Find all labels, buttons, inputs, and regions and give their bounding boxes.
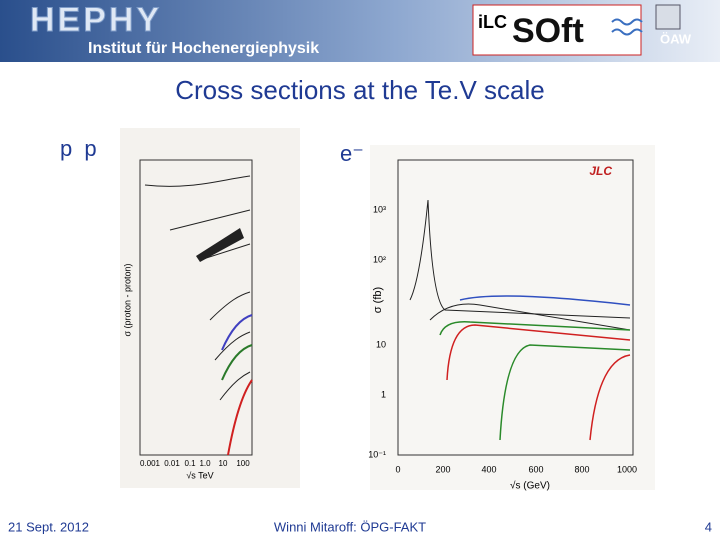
plot-tag: JLC [589, 164, 612, 178]
figure-curve [221, 314, 253, 351]
ilc-waves [611, 18, 643, 36]
x-tick-label: 1000 [617, 464, 637, 474]
y-axis-label: σ (fb) [372, 287, 384, 313]
x-tick-label: 600 [528, 464, 543, 474]
figure-pp [120, 128, 300, 488]
figure-curve [459, 295, 631, 306]
y-tick-label: 1 [381, 389, 386, 399]
figure-curve [221, 344, 253, 381]
x-tick-label: 0 [395, 464, 400, 474]
x-tick-label: 1.0 [199, 459, 211, 468]
y-axis-label: σ (proton - proton) [122, 263, 132, 336]
figure-frame [397, 159, 634, 456]
ilc-logo: iLC [478, 12, 507, 32]
figure-curve [409, 199, 631, 319]
x-tick-label: 200 [435, 464, 450, 474]
institute: Institut für Hochenergiephysik [88, 40, 319, 57]
figure-band [196, 228, 244, 262]
y-tick-label: 10⁻¹ [368, 449, 386, 459]
y-tick-label: 10³ [373, 204, 386, 214]
slide-title: Cross sections at the Te.V scale [175, 75, 544, 105]
figure-curves [144, 175, 251, 401]
panel-label: p p [60, 136, 100, 161]
x-axis-label: √s (GeV) [510, 480, 550, 492]
x-tick-label: 0.1 [184, 459, 196, 468]
y-tick-label: 10² [373, 254, 386, 264]
footer-date: 21 Sept. 2012 [8, 519, 89, 534]
x-tick-label: 800 [574, 464, 589, 474]
x-tick-label: 100 [236, 459, 250, 468]
x-tick-label: 10 [219, 459, 228, 468]
figure-curve [499, 344, 631, 441]
oaw-emblem [655, 4, 681, 30]
footer-author: Winni Mitaroff: ÖPG-FAKT [274, 519, 426, 534]
figure-curve [589, 354, 631, 441]
figure-frame [139, 159, 253, 456]
figure-curve [227, 379, 253, 456]
x-axis-label: √s TeV [186, 470, 213, 480]
logo: HEPHY [30, 1, 162, 39]
oaw-logo: ÖAW [660, 31, 692, 46]
y-tick-label: 10 [376, 339, 386, 349]
ilc-logo: SOft [512, 12, 584, 50]
x-tick-label: 0.001 [140, 459, 161, 468]
page-number: 4 [705, 519, 712, 534]
figure-curve [446, 324, 631, 381]
x-tick-label: 400 [481, 464, 496, 474]
figure-curve [439, 321, 631, 336]
x-tick-label: 0.01 [164, 459, 180, 468]
figure-curve [429, 303, 631, 331]
